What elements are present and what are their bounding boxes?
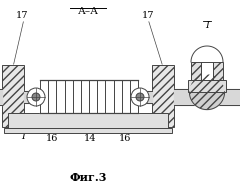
Bar	[191, 62, 223, 80]
Bar	[2, 65, 24, 127]
Bar	[201, 62, 213, 80]
Text: А–А: А–А	[78, 7, 98, 16]
Bar	[191, 62, 223, 80]
Bar	[188, 80, 226, 92]
Circle shape	[131, 88, 149, 106]
Bar	[138, 92, 146, 102]
Bar	[4, 128, 172, 133]
Text: 14: 14	[84, 134, 96, 143]
Bar	[152, 65, 174, 127]
Bar	[32, 92, 40, 102]
Text: 16: 16	[119, 134, 131, 143]
Polygon shape	[0, 89, 2, 105]
Circle shape	[27, 88, 45, 106]
Bar	[4, 128, 172, 133]
Polygon shape	[174, 89, 240, 105]
Circle shape	[32, 93, 40, 101]
Bar	[8, 113, 168, 128]
Circle shape	[136, 93, 144, 101]
Text: 17: 17	[16, 11, 28, 20]
Text: I: I	[205, 21, 209, 30]
Polygon shape	[24, 91, 40, 103]
Bar	[188, 80, 226, 92]
Polygon shape	[189, 92, 225, 110]
Text: 16: 16	[46, 134, 58, 143]
Polygon shape	[138, 91, 152, 103]
Polygon shape	[40, 80, 138, 113]
Text: Фиг.3: Фиг.3	[69, 172, 107, 183]
Text: 17: 17	[142, 11, 154, 20]
Bar	[8, 113, 168, 128]
Text: I: I	[21, 132, 25, 141]
Polygon shape	[191, 46, 223, 62]
Bar	[152, 65, 174, 127]
Bar	[2, 65, 24, 127]
